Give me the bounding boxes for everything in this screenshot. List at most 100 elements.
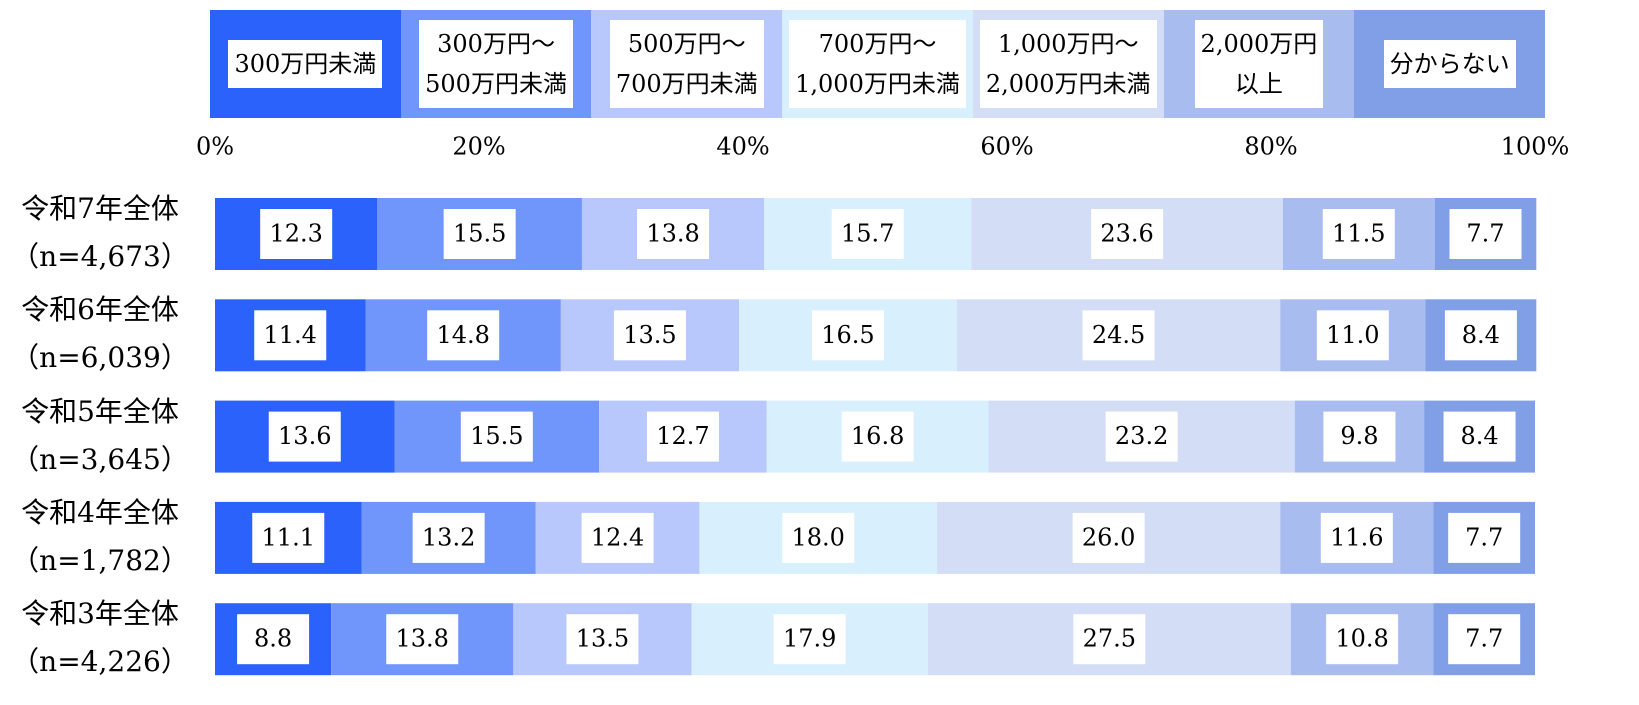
- data-label: 23.6: [1100, 220, 1153, 248]
- category-n: （n=6,039）: [11, 341, 189, 375]
- category-n: （n=1,782）: [11, 543, 189, 577]
- data-label-bg: [1443, 411, 1516, 462]
- data-label: 11.0: [1326, 321, 1379, 349]
- data-label-bg: [1072, 512, 1145, 563]
- data-label-bg: [268, 411, 341, 462]
- data-label-bg: [460, 411, 533, 462]
- data-label-bg: [581, 512, 654, 563]
- data-label-bg: [237, 614, 310, 665]
- category-n: （n=4,226）: [11, 645, 189, 679]
- data-label-bg: [566, 614, 639, 665]
- data-label-bg: [1322, 209, 1395, 259]
- x-tick-label: 20%: [452, 133, 505, 161]
- category-label: 令和4年全体: [21, 495, 179, 529]
- category-label: 令和5年全体: [21, 394, 179, 428]
- data-label-bg: [1091, 209, 1164, 259]
- data-label-bg: [252, 512, 325, 563]
- legend-label: 1,000万円～ 2,000万円未満: [979, 20, 1157, 108]
- data-label-bg: [1448, 614, 1521, 665]
- x-tick-label: 0%: [196, 133, 234, 161]
- data-label: 8.8: [254, 625, 292, 653]
- data-label-bg: [841, 411, 914, 462]
- data-label: 23.2: [1115, 422, 1168, 450]
- legend-item: 300万円～ 500万円未満: [400, 10, 592, 118]
- data-label: 27.5: [1083, 625, 1136, 653]
- data-label-bg: [412, 512, 485, 563]
- data-label-bg: [1073, 614, 1146, 665]
- data-label: 11.6: [1330, 523, 1383, 551]
- data-label-bg: [646, 411, 719, 462]
- data-label-bg: [386, 614, 459, 665]
- data-label: 8.4: [1460, 422, 1498, 450]
- data-label: 16.8: [851, 422, 904, 450]
- data-label: 18.0: [792, 523, 845, 551]
- legend-item: 300万円未満: [210, 10, 401, 118]
- legend-label: 分からない: [1383, 40, 1516, 88]
- data-label-bg: [613, 310, 686, 361]
- data-label-bg: [1323, 411, 1396, 462]
- data-label: 15.5: [470, 422, 523, 450]
- data-label: 8.4: [1462, 321, 1500, 349]
- category-n: （n=4,673）: [11, 240, 189, 273]
- data-label-bg: [427, 310, 500, 361]
- data-label-bg: [782, 512, 855, 563]
- data-label-bg: [811, 310, 884, 361]
- x-tick-label: 80%: [1244, 133, 1297, 161]
- legend-label: 2,000万円 以上: [1194, 20, 1324, 108]
- x-tick-label: 100%: [1501, 133, 1570, 161]
- data-label: 12.7: [656, 422, 709, 450]
- x-tick-label: 60%: [980, 133, 1033, 161]
- data-label-bg: [254, 310, 327, 361]
- legend-item: 1,000万円～ 2,000万円未満: [972, 10, 1164, 118]
- data-label: 11.5: [1332, 220, 1385, 248]
- data-label-bg: [1105, 411, 1178, 462]
- data-label: 11.4: [264, 321, 317, 349]
- legend-item: 2,000万円 以上: [1163, 10, 1355, 118]
- legend-label: 700万円～ 1,000万円未満: [789, 20, 966, 108]
- data-label: 26.0: [1082, 523, 1135, 551]
- data-label: 15.7: [841, 220, 894, 248]
- category-label: 令和7年全体: [21, 192, 179, 225]
- data-label-bg: [260, 209, 333, 259]
- data-label: 10.8: [1335, 625, 1388, 653]
- data-label: 11.1: [262, 523, 315, 551]
- data-label-bg: [637, 209, 710, 259]
- x-tick-label: 40%: [716, 133, 769, 161]
- data-label-bg: [773, 614, 846, 665]
- legend-item: 500万円～ 700万円未満: [591, 10, 783, 118]
- legend-label: 300万円未満: [228, 40, 383, 88]
- data-label: 7.7: [1465, 523, 1503, 551]
- data-label: 7.7: [1465, 625, 1503, 653]
- category-label: 令和6年全体: [21, 293, 179, 327]
- data-label: 12.3: [269, 220, 322, 248]
- data-label: 13.2: [422, 523, 475, 551]
- category-n: （n=3,645）: [11, 442, 189, 476]
- data-label: 13.8: [646, 220, 699, 248]
- data-label-bg: [1316, 310, 1389, 361]
- data-label: 9.8: [1340, 422, 1378, 450]
- data-label: 13.8: [396, 625, 449, 653]
- data-label-bg: [1326, 614, 1399, 665]
- data-label: 13.5: [576, 625, 629, 653]
- data-label: 7.7: [1466, 220, 1504, 248]
- legend-label: 500万円～ 700万円未満: [609, 20, 764, 108]
- legend-item: 分からない: [1354, 10, 1545, 118]
- data-label: 13.6: [278, 422, 331, 450]
- data-label-bg: [1082, 310, 1155, 361]
- data-label: 12.4: [591, 523, 644, 551]
- data-label: 17.9: [783, 625, 836, 653]
- data-label-bg: [443, 209, 516, 259]
- data-label-bg: [1448, 512, 1521, 563]
- legend-label: 300万円～ 500万円未満: [419, 20, 573, 108]
- data-label: 15.5: [453, 220, 506, 248]
- data-label: 16.5: [821, 321, 874, 349]
- legend-item: 700万円～ 1,000万円未満: [782, 10, 973, 118]
- data-label-bg: [831, 209, 904, 259]
- data-label: 13.5: [623, 321, 676, 349]
- data-label: 14.8: [436, 321, 489, 349]
- category-label: 令和3年全体: [21, 597, 179, 631]
- data-label-bg: [1449, 209, 1522, 259]
- data-label-bg: [1444, 310, 1517, 361]
